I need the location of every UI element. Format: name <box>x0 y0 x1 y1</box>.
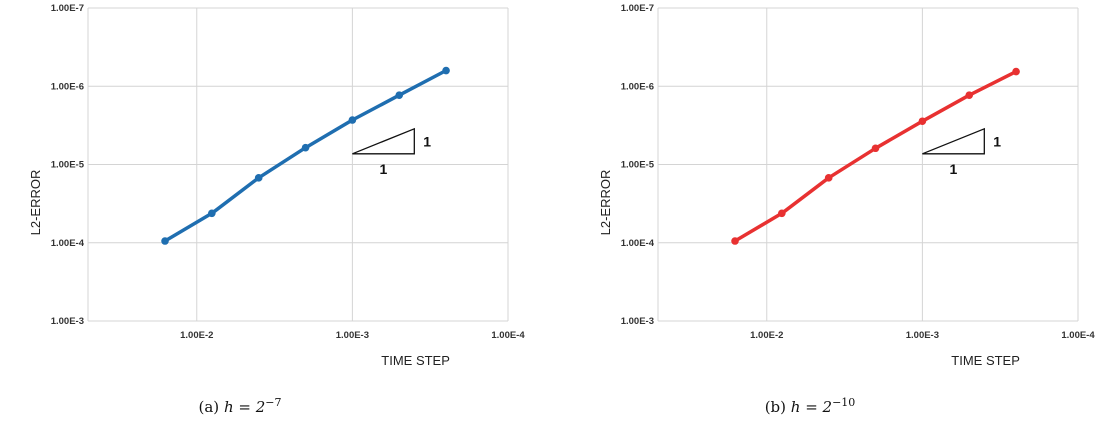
slope-triangle-shape <box>922 127 985 155</box>
y-tick-label: 1.00E-5 <box>51 160 85 171</box>
slope-triangle-b: 1 1 <box>922 127 1001 177</box>
x-axis-label: TIME STEP <box>951 353 1020 368</box>
caption-math: h = 2 <box>223 398 266 416</box>
chart-b: 1.00E-7 1.00E-6 1.00E-5 1.00E-4 1.00E-3 … <box>598 3 1095 368</box>
caption-exponent: −10 <box>832 396 856 409</box>
chart-a: 1.00E-7 1.00E-6 1.00E-5 1.00E-4 1.00E-3 … <box>28 3 525 368</box>
data-point <box>161 237 169 245</box>
y-tick-label: 1.00E-6 <box>621 81 654 92</box>
x-tick-label: 1.00E-4 <box>491 330 525 341</box>
slope-triangle-shape <box>352 127 415 155</box>
y-tick-label: 1.00E-3 <box>51 316 84 327</box>
caption-a: (a) h = 2−7 <box>199 396 282 416</box>
y-tick-label: 1.00E-7 <box>621 3 654 14</box>
slope-rise-label: 1 <box>993 133 1001 149</box>
y-ticks-a: 1.00E-7 1.00E-6 1.00E-5 1.00E-4 1.00E-3 <box>51 3 85 327</box>
y-tick-label: 1.00E-6 <box>51 81 84 92</box>
y-tick-label: 1.00E-4 <box>51 238 85 249</box>
x-tick-label: 1.00E-4 <box>1061 330 1095 341</box>
y-tick-label: 1.00E-5 <box>621 160 655 171</box>
caption-exponent: −7 <box>265 396 282 409</box>
data-point <box>778 209 786 218</box>
data-point <box>301 143 310 152</box>
data-point <box>918 117 927 126</box>
data-point <box>731 237 739 245</box>
x-ticks-a: 1.00E-2 1.00E-3 1.00E-4 <box>180 330 525 341</box>
slope-run-label: 1 <box>379 161 387 177</box>
y-tick-label: 1.00E-4 <box>621 238 655 249</box>
grid-a <box>87 7 509 322</box>
y-axis-label: L2-ERROR <box>598 170 613 236</box>
x-tick-label: 1.00E-3 <box>336 330 369 341</box>
data-point <box>871 144 880 153</box>
data-point <box>965 91 974 99</box>
x-tick-label: 1.00E-2 <box>180 330 213 341</box>
slope-triangle-a: 1 1 <box>352 127 431 177</box>
data-point <box>208 209 216 218</box>
caption-prefix: (a) <box>198 398 220 416</box>
chart-panel-a: 1.00E-7 1.00E-6 1.00E-5 1.00E-4 1.00E-3 … <box>28 3 525 416</box>
caption-math: h = 2 <box>790 398 833 416</box>
chart-panel-b: 1.00E-7 1.00E-6 1.00E-5 1.00E-4 1.00E-3 … <box>570 0 1098 421</box>
y-tick-label: 1.00E-7 <box>51 3 84 14</box>
caption-prefix: (b) <box>764 398 786 416</box>
series-b <box>731 67 1020 245</box>
data-point <box>395 91 404 99</box>
y-ticks-b: 1.00E-7 1.00E-6 1.00E-5 1.00E-4 1.00E-3 <box>621 3 655 327</box>
data-point <box>824 174 833 182</box>
grid-b <box>657 7 1079 322</box>
series-line <box>734 70 1017 243</box>
data-point <box>348 116 357 124</box>
x-tick-label: 1.00E-2 <box>750 330 783 341</box>
data-point <box>1012 67 1020 76</box>
caption-b: (b) h = 2−10 <box>765 396 856 416</box>
data-point <box>442 66 450 75</box>
y-axis-label: L2-ERROR <box>28 170 43 236</box>
x-axis-label: TIME STEP <box>381 353 450 368</box>
slope-run-label: 1 <box>949 161 957 177</box>
series-line <box>164 68 447 243</box>
series-a <box>161 66 450 245</box>
x-tick-label: 1.00E-3 <box>906 330 939 341</box>
data-point <box>254 174 263 182</box>
y-tick-label: 1.00E-3 <box>621 316 654 327</box>
slope-rise-label: 1 <box>423 133 431 149</box>
x-ticks-b: 1.00E-2 1.00E-3 1.00E-4 <box>750 330 1095 341</box>
